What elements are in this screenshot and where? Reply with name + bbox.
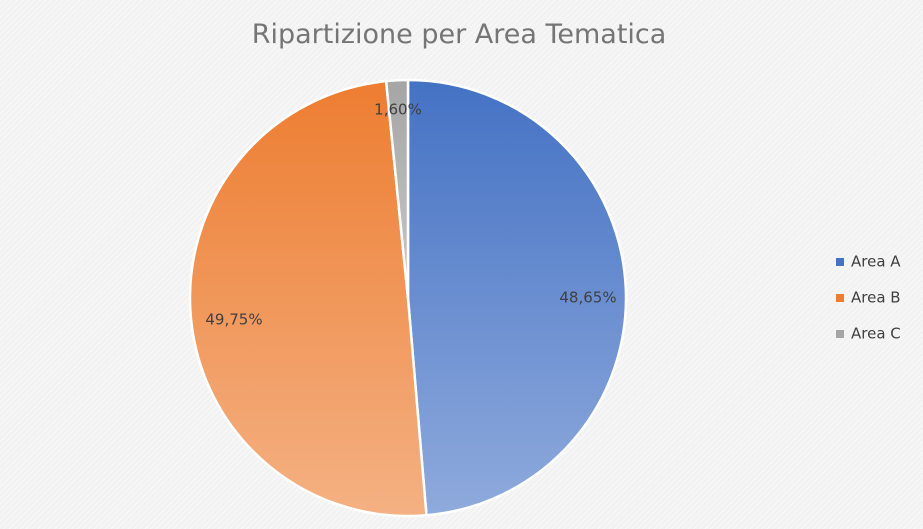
legend-label-area-c[interactable]: Area C: [851, 325, 901, 343]
data-label-area-a: 48,65%: [559, 289, 616, 307]
legend-label-area-b[interactable]: Area B: [851, 289, 901, 307]
pie-slices: [188, 78, 628, 518]
legend-swatch-area-b: [836, 294, 844, 302]
data-labels: 48,65% 49,75% 1,60%: [205, 101, 616, 329]
data-label-area-b: 49,75%: [205, 311, 262, 329]
legend-label-area-a[interactable]: Area A: [851, 253, 901, 271]
data-label-area-c: 1,60%: [374, 101, 422, 119]
chart-title: Ripartizione per Area Tematica: [252, 19, 667, 50]
pie-slice-area-a[interactable]: [406, 78, 628, 517]
legend-swatch-area-a: [836, 258, 844, 266]
pie-slice-area-b[interactable]: [188, 79, 428, 518]
pie-slice-area-c[interactable]: [384, 78, 410, 299]
legend-swatch-area-c: [836, 330, 844, 338]
legend: Area A Area B Area C: [836, 253, 901, 343]
